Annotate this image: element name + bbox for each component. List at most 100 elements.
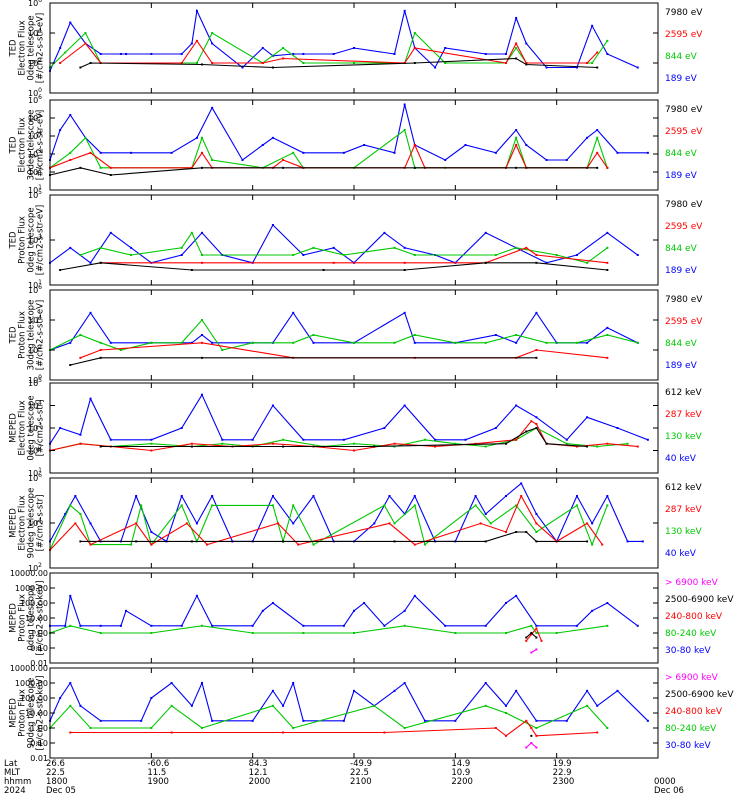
data-point [535,423,538,426]
data-point [201,261,203,264]
data-point [555,632,558,634]
ephemeris-row-label: hhmm [4,777,31,787]
data-point [505,712,507,714]
data-point [59,427,62,429]
data-point [135,540,138,543]
data-point [99,261,102,264]
data-point [89,397,92,400]
data-point [540,639,543,642]
data-point [79,513,82,515]
data-point [505,734,507,737]
data-point [221,442,224,445]
data-point [271,602,274,604]
panel-frame [49,289,659,381]
data-point [413,495,416,497]
data-point [302,438,305,441]
data-point [59,47,62,49]
data-point [535,540,538,543]
data-point [271,404,274,407]
data-point [530,420,533,423]
series-line-2595-ev [49,143,608,169]
data-point [525,719,528,722]
data-point [596,129,599,131]
data-point [130,254,133,256]
data-point [373,445,376,448]
data-point [606,326,609,329]
series-line-7980-ev [49,167,598,176]
data-point [79,442,82,445]
data-point [641,540,644,543]
data-point [170,151,173,154]
data-point [626,442,629,445]
data-point [444,47,447,49]
legend-label: 2595 eV [665,127,703,137]
data-point [190,540,193,543]
data-point [596,445,599,448]
data-point [636,445,639,448]
data-point [444,624,447,627]
data-point [302,151,305,154]
data-point [353,449,355,452]
data-point [393,522,396,525]
data-point [150,531,153,533]
legend-label: 240-800 keV [665,612,723,622]
data-point [99,341,102,344]
data-point [99,246,102,249]
data-point [251,438,254,441]
data-point [525,531,528,533]
data-point [332,261,335,264]
data-point [575,341,578,344]
y-tick-label: 10000.00 [10,569,48,578]
data-point [99,151,102,154]
data-point [586,62,589,64]
data-point [180,62,183,64]
data-point [79,433,82,436]
data-point [484,445,487,448]
data-point [99,719,102,722]
data-point [69,682,72,684]
ephemeris-value: -49.9 [350,759,372,769]
y-tick-label: 10.00 [25,709,48,718]
data-point [342,438,345,441]
ephemeris-value: 11.5 [147,768,166,778]
data-point [535,261,538,264]
data-point [201,319,203,321]
legend-label: > 6900 keV [665,673,719,683]
data-point [297,543,300,546]
panel-frame [49,194,659,286]
series-line-287-kev [49,494,603,551]
data-point [282,731,285,734]
series-line-189-ev [49,8,638,72]
data-point [565,438,568,441]
data-point [423,719,426,722]
data-point [99,445,102,448]
data-point [525,144,528,146]
data-point [201,356,203,359]
data-point [302,52,305,55]
data-point [530,624,533,627]
data-point [505,62,507,64]
legend-label: 30-80 keV [665,741,711,751]
ephemeris-value: Dec 06 [654,786,684,796]
data-point [251,632,254,634]
data-point [373,522,376,525]
data-point [606,269,609,271]
y-tick-label: 105 [28,112,42,123]
data-point [89,261,92,264]
legend-label: 30-80 keV [665,646,711,656]
y-tick-label: 101 [28,184,42,195]
data-point [575,624,578,627]
ephemeris-value: 22.9 [553,768,572,778]
data-point [484,231,487,234]
data-point [322,269,325,271]
data-point [606,52,609,55]
panel-frame [49,667,659,759]
y-tick-label: 106 [28,94,42,105]
data-point [312,334,315,336]
data-point [282,47,285,49]
data-point [251,341,254,344]
data-point [489,522,492,525]
data-point [535,636,538,639]
data-point [342,624,345,627]
data-point [282,438,285,441]
